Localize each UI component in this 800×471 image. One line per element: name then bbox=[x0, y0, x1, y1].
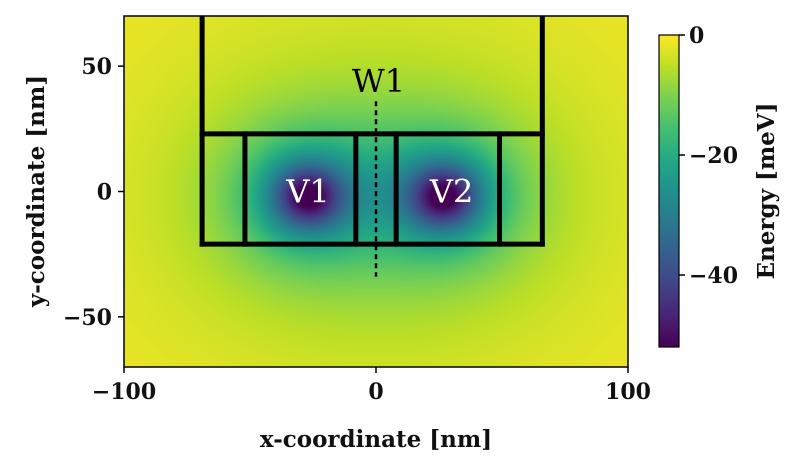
colorbar bbox=[658, 34, 680, 348]
x-tick-label: −100 bbox=[92, 379, 156, 405]
colorbar-ticks bbox=[679, 34, 685, 276]
gate-outline bbox=[199, 16, 545, 247]
annotation-v1: V1 bbox=[285, 173, 329, 211]
colorbar-tick-label: −20 bbox=[689, 143, 738, 169]
annotation-v2: V2 bbox=[429, 173, 473, 211]
y-tick-label: 50 bbox=[81, 54, 112, 80]
colorbar-tick-label: 0 bbox=[689, 23, 704, 49]
y-axis-ticks bbox=[118, 65, 124, 318]
colorbar-label: Energy [meV] bbox=[753, 102, 780, 279]
y-axis-label: y-coordinate [nm] bbox=[23, 75, 50, 308]
x-tick-label: 100 bbox=[605, 379, 651, 405]
colorbar-tick-label: −40 bbox=[689, 263, 738, 289]
y-tick-label: 0 bbox=[97, 180, 112, 206]
annotation-w1: W1 bbox=[352, 62, 405, 100]
x-tick-label: 0 bbox=[368, 379, 383, 405]
x-axis-label: x-coordinate [nm] bbox=[260, 426, 492, 453]
y-tick-label: −50 bbox=[63, 305, 112, 331]
x-axis-ticks bbox=[123, 367, 629, 373]
